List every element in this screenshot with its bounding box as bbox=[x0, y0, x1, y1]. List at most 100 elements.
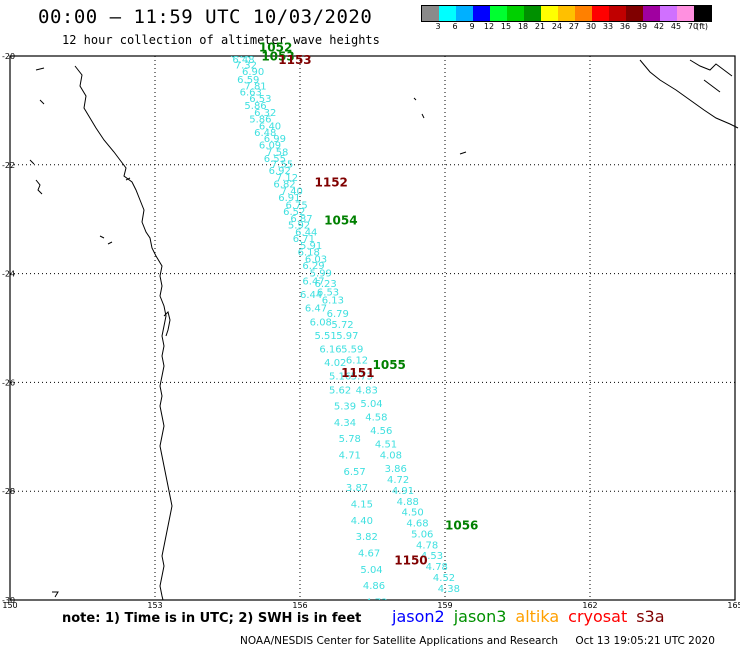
swh-value: 7.55 bbox=[271, 160, 293, 171]
swh-value: 4.91 bbox=[392, 486, 414, 497]
swh-value: 4.71 bbox=[339, 451, 361, 462]
lon-tick-label: 162 bbox=[582, 601, 597, 608]
coral-sea-island bbox=[459, 151, 467, 155]
legend-label: 45 bbox=[670, 22, 682, 31]
coral-sea-island bbox=[413, 97, 417, 101]
swh-value: 6.23 bbox=[315, 279, 337, 290]
swh-value: 5.91 bbox=[300, 241, 322, 252]
pass-time-label: 1151 bbox=[341, 366, 374, 380]
swh-value: 6.55 bbox=[264, 154, 286, 165]
axis-tick-labels: 150 153 156 159 162 165 -20 -22 -24 -26 -28 -30 bbox=[2, 52, 740, 608]
satellite-jason2: jason2 bbox=[392, 607, 445, 626]
legend-swatch bbox=[490, 6, 507, 21]
legend-label: 18 bbox=[517, 22, 529, 31]
new-caledonia-coastline bbox=[689, 59, 733, 77]
satellite-s3a: s3a bbox=[636, 607, 665, 626]
swh-value: 6.52 bbox=[283, 207, 305, 218]
pass-time-label: 1055 bbox=[373, 358, 406, 372]
swh-value: 5.06 bbox=[411, 529, 433, 540]
swh-value: 4.78 bbox=[416, 540, 438, 551]
swh-value: 5.73 bbox=[351, 372, 373, 383]
lat-tick-label: -30 bbox=[2, 596, 15, 605]
swh-value: 6.09 bbox=[259, 140, 281, 151]
swh-value: 6.08 bbox=[310, 317, 332, 328]
swh-value: 5.72 bbox=[331, 320, 353, 331]
legend-swatch bbox=[575, 6, 592, 21]
map-title: 00:00 – 11:59 UTC 10/03/2020 bbox=[38, 6, 373, 28]
legend-swatch bbox=[422, 6, 439, 21]
swh-value: 6.87 bbox=[290, 214, 312, 225]
swh-value: 6.28 bbox=[230, 50, 252, 61]
swh-value: 5.86 bbox=[244, 101, 266, 112]
swh-value: 6.92 bbox=[269, 166, 291, 177]
swh-value: 6.82 bbox=[273, 180, 295, 191]
swh-value: 4.58 bbox=[365, 412, 387, 423]
legend-swatch bbox=[507, 6, 524, 21]
swh-value: 6.99 bbox=[264, 134, 286, 145]
swh-value: 6.53 bbox=[317, 287, 339, 298]
legend-swatch bbox=[643, 6, 660, 21]
swh-value: 7.58 bbox=[266, 148, 288, 159]
credit-text: NOAA/NESDIS Center for Satellite Applica… bbox=[240, 635, 558, 647]
lat-tick-label: -22 bbox=[2, 161, 15, 170]
swh-value: 4.72 bbox=[387, 475, 409, 486]
legend-label: 24 bbox=[551, 22, 563, 31]
coastal-island bbox=[99, 235, 105, 239]
coastal-island bbox=[29, 159, 35, 165]
swh-value: 4.50 bbox=[402, 508, 424, 519]
color-legend bbox=[421, 5, 712, 22]
swh-value: 6.16 bbox=[319, 344, 341, 355]
swh-value: 4.34 bbox=[334, 418, 356, 429]
swh-value: 6.32 bbox=[254, 108, 276, 119]
wave-height-map: 150 153 156 159 162 165 -20 -22 -24 -26 -28 -30 6.2… bbox=[2, 41, 740, 608]
lon-tick-label: 150 bbox=[2, 601, 17, 608]
footnote: note: 1) Time is in UTC; 2) SWH is in fe… bbox=[62, 611, 362, 626]
swh-value: 6.44 bbox=[300, 290, 322, 301]
swh-value: 6.47 bbox=[302, 276, 324, 287]
satellite-cryosat: cryosat bbox=[568, 607, 628, 626]
legend-label: 15 bbox=[500, 22, 512, 31]
swh-value: 7.32 bbox=[235, 61, 257, 72]
swh-value: 6.48 bbox=[232, 55, 254, 66]
swh-value: 4.53 bbox=[421, 551, 443, 562]
swh-value: 5.59 bbox=[341, 344, 363, 355]
swh-value: 6.90 bbox=[242, 67, 264, 78]
swh-value: 6.44 bbox=[295, 228, 317, 239]
pass-time-label: 1153 bbox=[278, 53, 311, 67]
legend-swatch bbox=[694, 6, 711, 21]
lon-tick-label: 165 bbox=[727, 601, 740, 608]
swh-value: 7.12 bbox=[276, 173, 298, 184]
swh-value: 4.56 bbox=[370, 426, 392, 437]
legend-label: 3 bbox=[435, 22, 441, 31]
legend-swatch bbox=[592, 6, 609, 21]
swh-value: 5.86 bbox=[249, 114, 271, 125]
swh-value: 4.78 bbox=[426, 562, 448, 573]
swh-value: 3.82 bbox=[356, 532, 378, 543]
swh-value: 4.52 bbox=[433, 573, 455, 584]
swh-value: 4.38 bbox=[438, 584, 460, 595]
swh-value: 6.47 bbox=[305, 304, 327, 315]
legend-swatch bbox=[439, 6, 456, 21]
legend-label: 30 bbox=[585, 22, 597, 31]
legend-swatch bbox=[609, 6, 626, 21]
coastline bbox=[29, 59, 739, 601]
swh-value: 5.99 bbox=[310, 268, 332, 279]
legend-label: 12 bbox=[483, 22, 495, 31]
swh-value: 5.62 bbox=[329, 385, 351, 396]
coastal-island bbox=[35, 179, 43, 195]
legend-swatch bbox=[524, 6, 541, 21]
swh-value: 6.13 bbox=[322, 296, 344, 307]
swh-value: 4.67 bbox=[358, 548, 380, 559]
swh-value: 4.73 bbox=[365, 597, 387, 608]
swh-value: 6.29 bbox=[302, 261, 324, 272]
coral-sea-island bbox=[39, 99, 45, 105]
swh-value: 5.39 bbox=[334, 402, 356, 413]
australia-coastline bbox=[74, 65, 173, 601]
pass-time-label: 1054 bbox=[324, 214, 357, 228]
coastal-island bbox=[125, 177, 131, 181]
swh-value: 6.63 bbox=[240, 88, 262, 99]
swh-value: 4.86 bbox=[363, 581, 385, 592]
legend-label: 27 bbox=[568, 22, 580, 31]
swh-value: 4.02 bbox=[324, 358, 346, 369]
legend-swatch bbox=[677, 6, 694, 21]
